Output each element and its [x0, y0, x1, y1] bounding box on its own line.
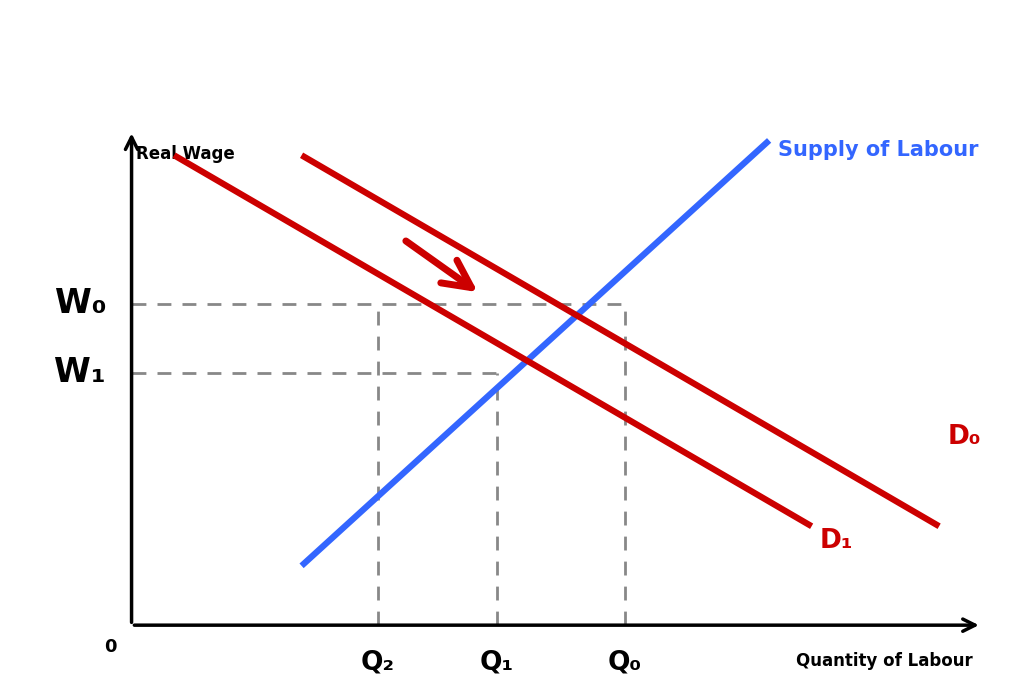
Text: D₁: D₁: [819, 528, 853, 554]
Text: Q₁: Q₁: [479, 650, 514, 676]
Text: 0: 0: [104, 638, 116, 657]
Text: W₁: W₁: [55, 357, 106, 390]
Text: Q₂: Q₂: [361, 650, 394, 676]
Text: D₀: D₀: [946, 424, 980, 450]
Text: W₀: W₀: [55, 287, 106, 320]
Text: Supply of Labour: Supply of Labour: [776, 140, 978, 161]
Text: Quantity of Labour: Quantity of Labour: [796, 653, 973, 671]
Text: Q₀: Q₀: [607, 650, 641, 676]
Text: Real Wage: Real Wage: [135, 146, 235, 164]
Text: Labour Force Supply and Demand: Labour Force Supply and Demand: [57, 36, 954, 81]
